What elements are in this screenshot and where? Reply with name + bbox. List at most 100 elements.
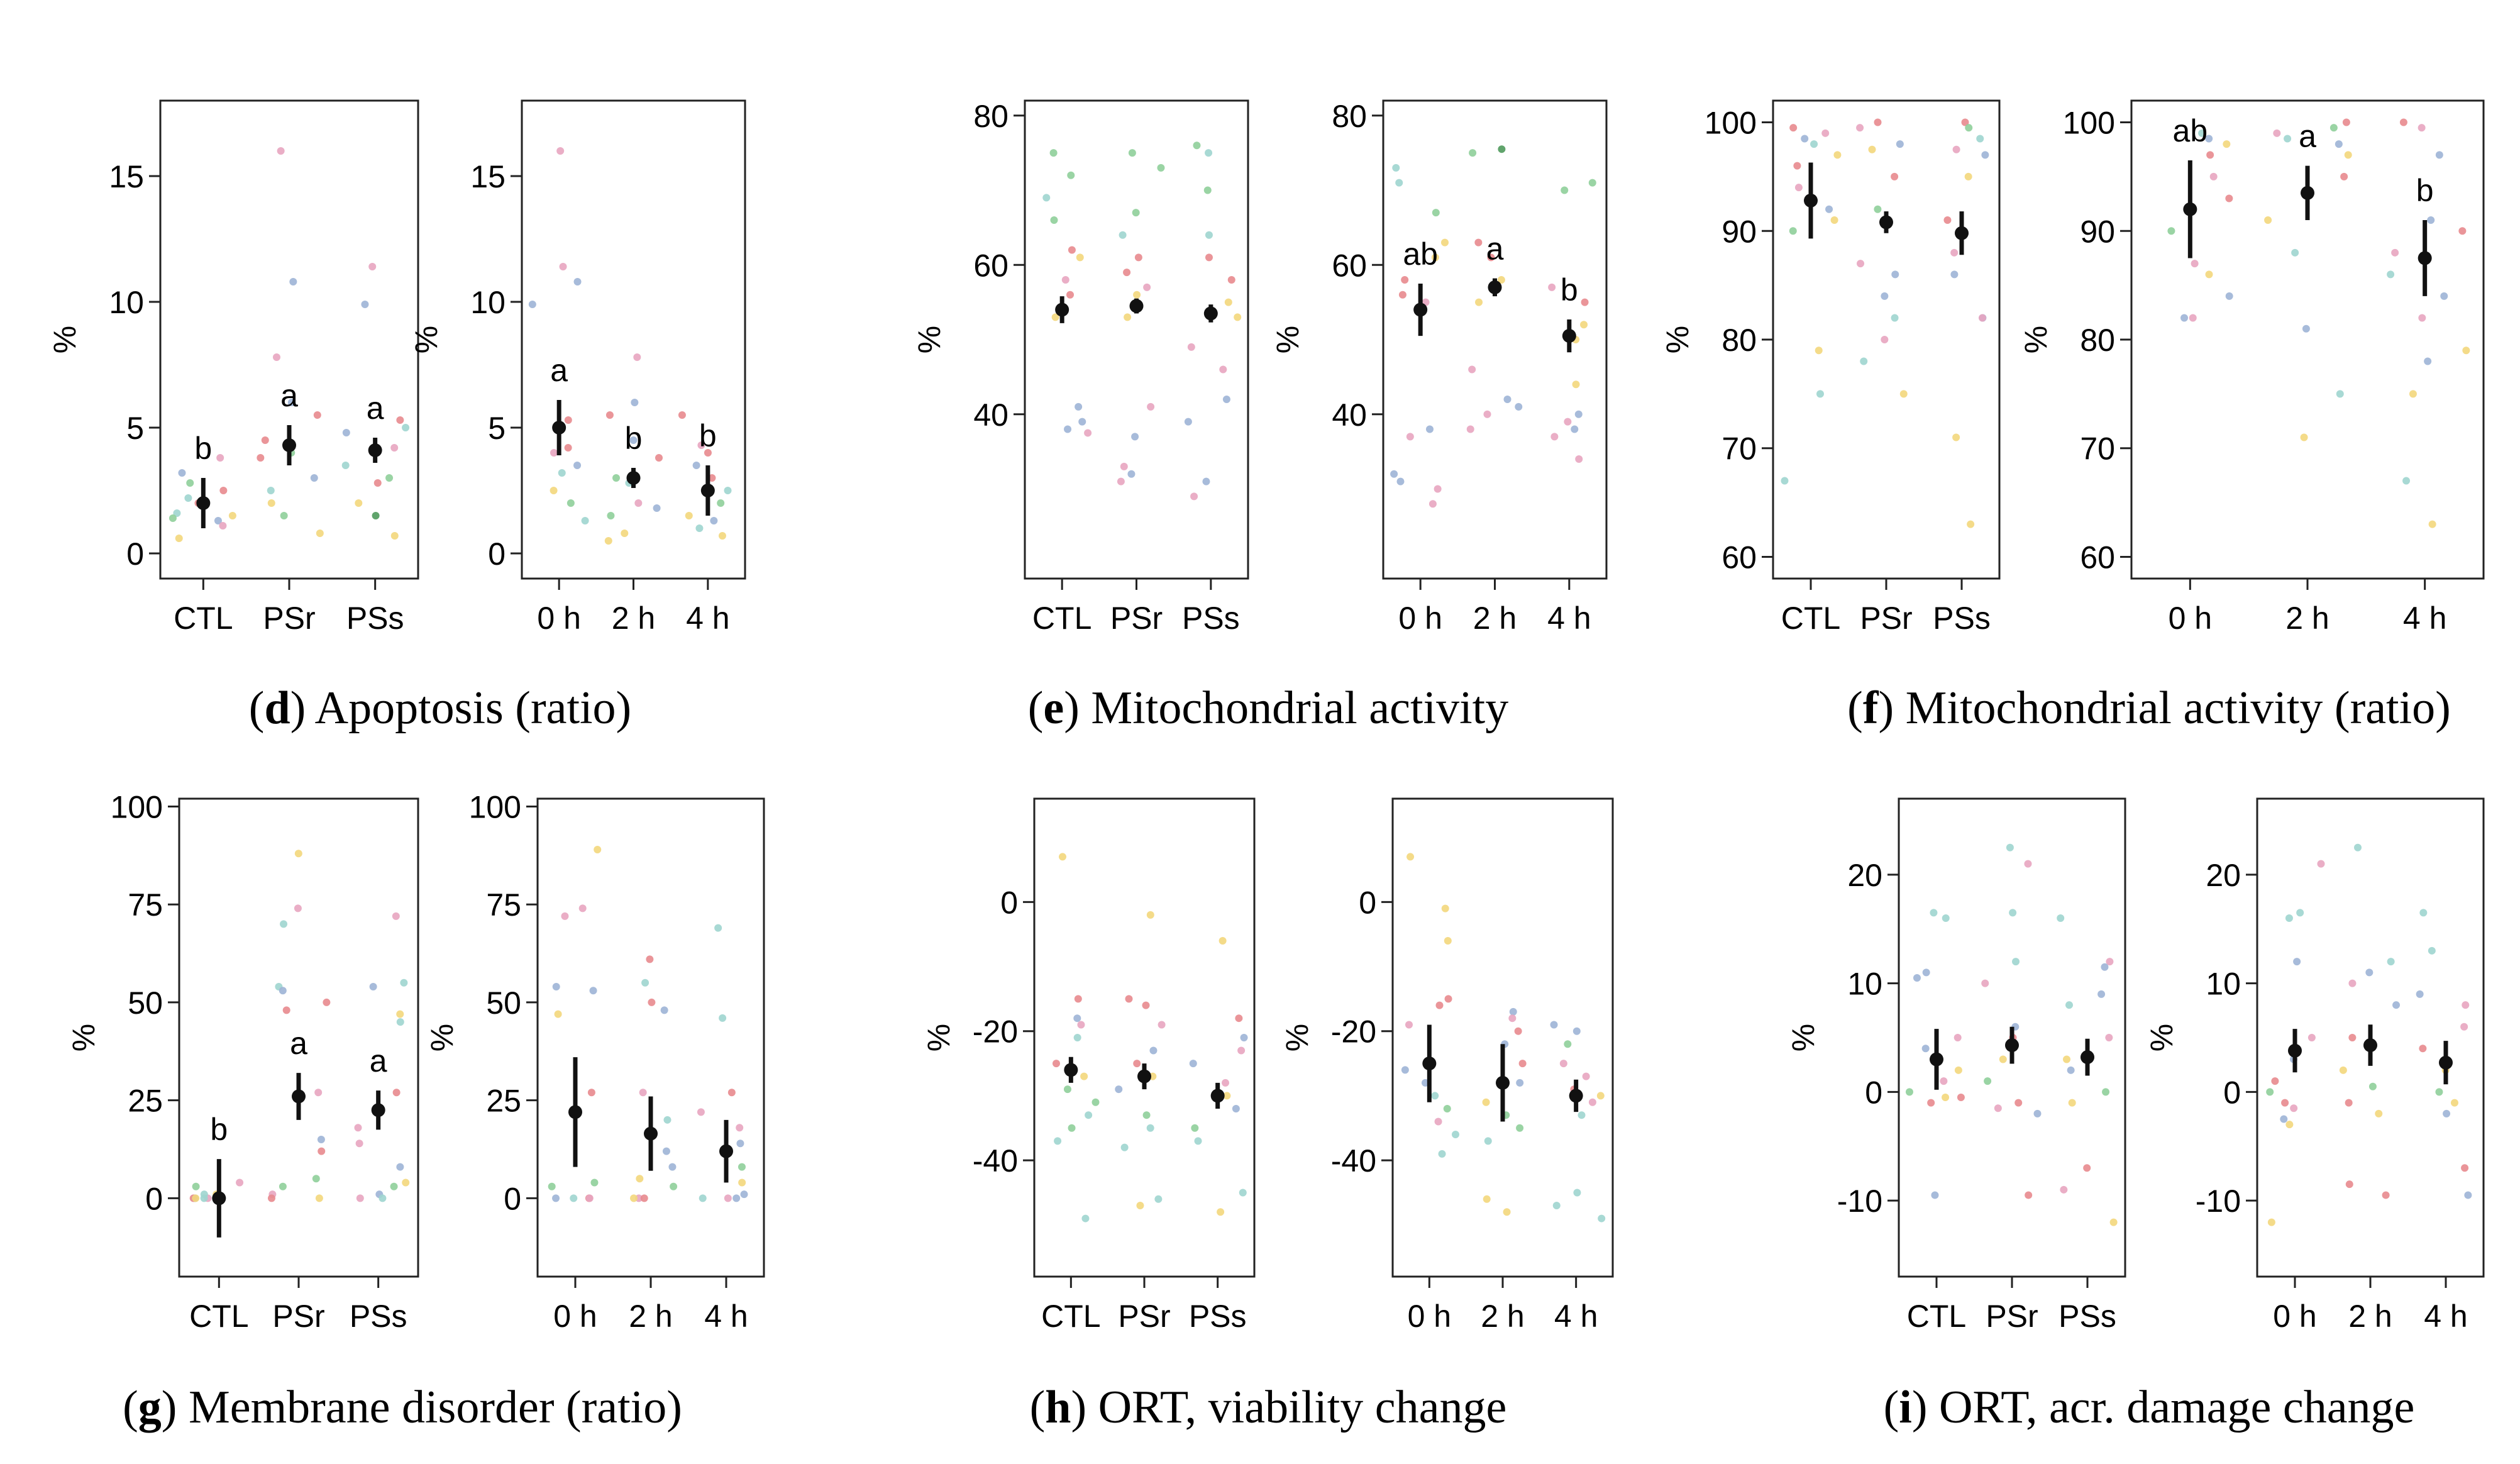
significance-letter: b [699,418,717,453]
x-tick-label: 2 h [612,601,656,636]
data-point [1425,425,1434,433]
data-point [1483,410,1491,418]
data-point [2387,958,2395,966]
data-point [1965,124,1973,132]
data-point [2419,909,2428,917]
data-point [1054,1137,1062,1145]
data-point [663,1116,671,1124]
mean-point [2439,1055,2453,1070]
data-point [2317,860,2325,868]
data-point [1961,118,1969,126]
data-point [1074,995,1082,1003]
chart-i-groups: -10 0 10 20% CTL PSr PSs [1786,797,2126,1334]
data-point [558,469,566,477]
x-tick-label: PSr [1860,601,1912,636]
data-point [2189,314,2197,322]
data-point [1474,238,1483,247]
data-point [341,462,350,469]
y-axis-label: % [424,1024,460,1051]
mean-point [2288,1043,2302,1058]
data-point [282,1006,290,1014]
significance-letter: ab [2173,113,2208,148]
data-point [1821,129,1830,137]
chart-e-groups: 40 60 80% CTL PSr PSs [912,99,1249,636]
data-point [2440,292,2448,300]
data-point [1050,216,1058,224]
data-point [1978,314,1986,322]
data-point [1881,336,1889,343]
data-point [1548,283,1556,291]
y-tick-label: 0 [1865,1075,1882,1110]
data-point [368,263,377,270]
data-point [1942,1094,1950,1101]
data-point [714,924,722,932]
mean-point [2005,1038,2019,1053]
data-point [1133,1060,1141,1068]
data-point [552,1194,560,1202]
data-point [1503,1208,1511,1216]
data-point [2391,248,2399,257]
data-point [554,1010,562,1018]
data-point [2428,946,2436,955]
data-point [1891,270,1899,279]
x-tick-label: 4 h [704,1299,748,1334]
mean-point [700,484,715,497]
data-point [2205,270,2213,279]
data-point [1061,276,1069,284]
data-point [1189,1060,1197,1068]
data-point [1514,1027,1522,1035]
mean-point [368,443,382,457]
y-tick-label: 0 [504,1181,521,1216]
data-point [2083,1164,2091,1172]
data-point [2345,1180,2353,1189]
data-point [1596,1092,1605,1100]
caption-h: (h) ORT, viability change [1030,1382,1507,1433]
data-point [736,1124,744,1132]
data-point [396,416,404,424]
y-tick-label: 80 [973,99,1009,134]
data-point [289,278,297,286]
data-point [287,399,296,406]
data-point [184,494,192,502]
data-point [1896,140,1904,148]
data-point [685,512,693,519]
data-point [1905,1088,1913,1096]
data-point [646,955,654,963]
y-tick-label: 70 [2080,431,2115,467]
data-point [719,1014,727,1022]
data-point [2291,248,2299,257]
y-tick-label: 25 [128,1084,163,1119]
data-point [621,530,629,537]
data-point [2450,1099,2458,1107]
x-tick-label: CTL [189,1299,248,1334]
data-point [2354,843,2362,851]
y-tick-label: 10 [2206,967,2241,1002]
mean-point [1569,1089,1583,1103]
data-point [630,1194,638,1202]
y-tick-label: -10 [2196,1184,2241,1219]
data-point [1193,141,1201,150]
data-point [186,479,194,487]
data-point [559,263,567,270]
chart-g-groups: 0 25 50 75 100% CTL PSr PSs b a a [66,789,419,1334]
data-point [1950,248,1959,257]
data-point [573,278,582,286]
data-point [1396,477,1405,485]
x-tick-label: 4 h [686,601,730,636]
y-tick-label: 60 [1721,540,1757,575]
y-axis-label: % [2144,1024,2179,1051]
data-point [740,1190,748,1199]
y-axis-label: % [1279,1024,1315,1051]
data-point [392,1089,401,1097]
significance-letter: b [2416,173,2434,208]
data-point [1516,1079,1524,1087]
y-tick-label: 60 [973,248,1009,283]
data-point [1066,291,1075,299]
data-point [1588,1098,1596,1106]
caption-f-letter: f [1863,682,1879,734]
mean-point [2301,186,2314,200]
mean-point [282,438,296,452]
